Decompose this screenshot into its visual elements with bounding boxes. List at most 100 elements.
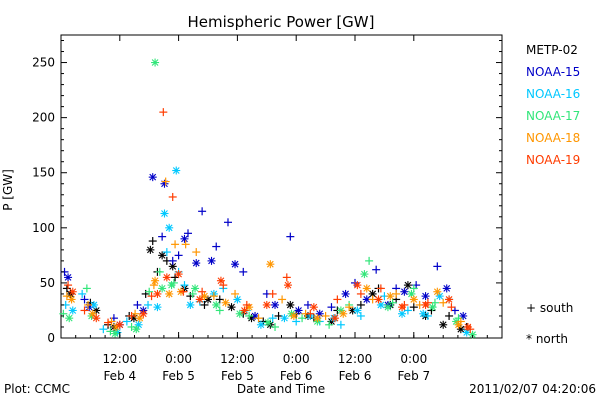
north-point: [256, 320, 265, 329]
x-axis: 12:00 Feb 4 0:00 Feb 5 12:00 Feb 5 0:00 Feb 6 12…: [75, 35, 488, 383]
south-point: [336, 320, 345, 329]
south-point: [155, 267, 164, 276]
north-point: [153, 289, 162, 298]
south-point: [198, 207, 207, 216]
south-point: [223, 218, 232, 227]
south-point: [286, 232, 295, 241]
north-point: [191, 284, 200, 293]
legend-south-marker: + south: [526, 301, 573, 315]
north-point: [433, 287, 442, 296]
north-point: [421, 300, 430, 309]
north-point: [231, 260, 240, 269]
north-point: [135, 314, 144, 323]
y-tick-label: 50: [40, 276, 55, 290]
x-axis-label: Date and Time: [237, 382, 325, 396]
north-point: [442, 284, 451, 293]
south-point: [445, 311, 454, 320]
south-point: [64, 281, 73, 290]
south-point: [162, 248, 171, 257]
south-point: [147, 292, 156, 301]
south-point: [356, 289, 365, 298]
north-point: [162, 273, 171, 282]
north-point: [64, 273, 73, 282]
south-point: [333, 295, 342, 304]
south-point: [171, 273, 180, 282]
north-point: [221, 298, 230, 307]
y-axis: 0 50 100 150 200 250: [32, 40, 502, 345]
plot-timestamp: 2011/02/07 04:20:06: [469, 382, 596, 396]
north-point: [409, 295, 418, 304]
south-point: [439, 298, 448, 307]
north-point: [403, 281, 412, 290]
south-point: [127, 311, 136, 320]
north-point: [68, 287, 77, 296]
south-point: [78, 289, 87, 298]
data-marks: [59, 58, 477, 339]
north-point: [421, 292, 430, 301]
north-point: [151, 276, 160, 285]
south-point: [306, 309, 315, 318]
north-point: [398, 303, 407, 312]
south-point: [231, 289, 240, 298]
south-point: [239, 267, 248, 276]
north-point: [235, 309, 244, 318]
south-point: [171, 240, 180, 249]
north-point: [331, 314, 340, 323]
south-point: [274, 311, 283, 320]
north-point: [132, 325, 141, 334]
legend-item: NOAA-15: [526, 65, 580, 79]
south-point: [192, 248, 201, 257]
y-tick-label: 100: [32, 221, 55, 235]
north-point: [383, 303, 392, 312]
south-point: [245, 311, 254, 320]
north-point: [266, 260, 275, 269]
south-point: [450, 306, 459, 315]
x-tick-date-label: Feb 5: [162, 369, 195, 383]
south-point: [80, 306, 89, 315]
south-point: [345, 303, 354, 312]
south-point: [356, 311, 365, 320]
south-point: [158, 232, 167, 241]
south-point: [80, 295, 89, 304]
south-point: [122, 317, 131, 326]
north-point: [158, 251, 167, 260]
north-point: [445, 295, 454, 304]
north-point: [180, 234, 189, 243]
north-point: [200, 292, 209, 301]
south-point: [303, 300, 312, 309]
north-point: [419, 309, 428, 318]
south-point: [200, 300, 209, 309]
x-tick-time-label: 12:00: [103, 352, 138, 366]
x-tick-date-label: Feb 4: [103, 369, 136, 383]
north-point: [67, 295, 76, 304]
x-tick-time-label: 12:00: [338, 352, 373, 366]
south-point: [433, 262, 442, 271]
south-point: [268, 314, 277, 323]
legend-item: NOAA-19: [526, 153, 580, 167]
north-point: [341, 289, 350, 298]
y-tick-label: 250: [32, 56, 55, 70]
north-point: [262, 300, 271, 309]
north-point: [111, 329, 120, 338]
south-point: [388, 298, 397, 307]
south-point: [144, 300, 153, 309]
north-point: [339, 309, 348, 318]
south-point: [62, 292, 71, 301]
north-point: [400, 287, 409, 296]
south-point: [278, 295, 287, 304]
y-tick-label: 0: [47, 331, 55, 345]
north-point: [115, 320, 124, 329]
north-point: [294, 306, 303, 315]
north-point: [374, 295, 383, 304]
x-tick-date-label: Feb 5: [221, 369, 254, 383]
south-point: [209, 292, 218, 301]
south-point: [215, 295, 224, 304]
south-point: [327, 303, 336, 312]
north-point: [362, 284, 371, 293]
south-point: [271, 322, 280, 331]
legend: METP-02 NOAA-15 NOAA-16 NOAA-17 NOAA-18 NOAA-…: [526, 43, 580, 167]
north-point: [158, 284, 167, 293]
south-point: [159, 108, 168, 117]
north-point: [151, 58, 160, 67]
south-point: [409, 303, 418, 312]
